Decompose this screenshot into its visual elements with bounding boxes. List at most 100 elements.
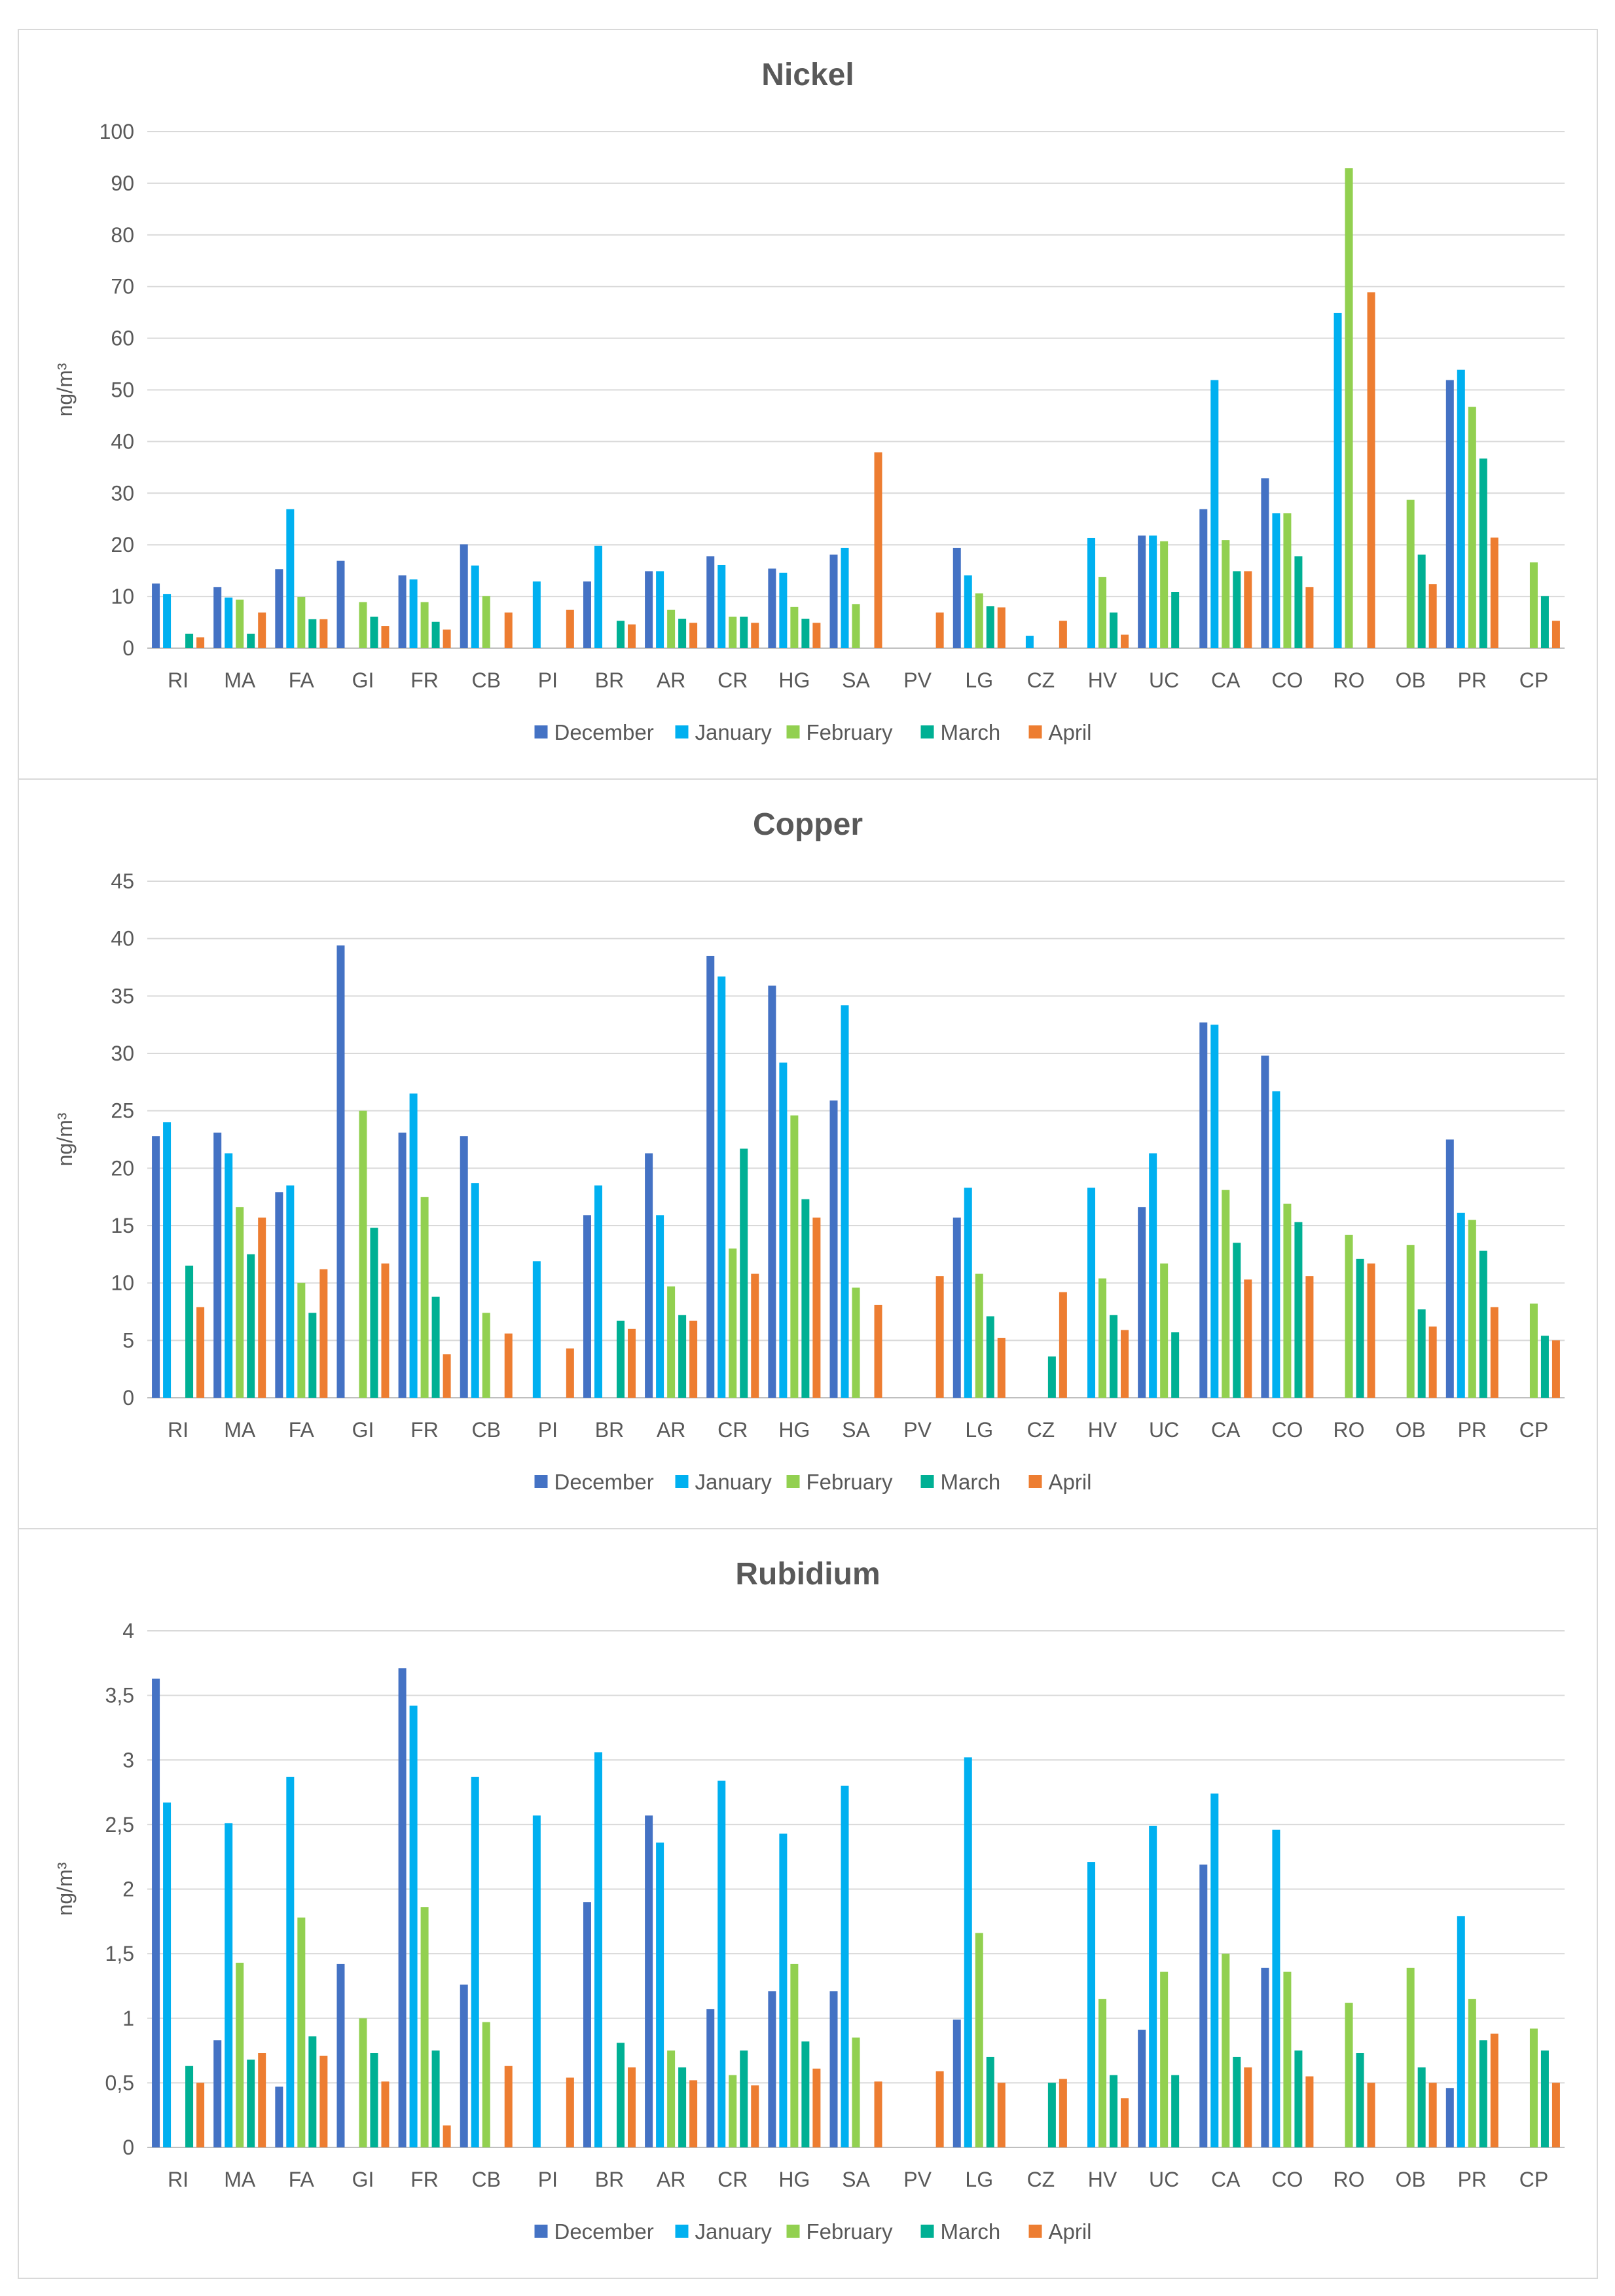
bar-december-ri — [152, 1136, 160, 1398]
bar-january-co — [1272, 1091, 1280, 1398]
bar-february-cp — [1529, 2028, 1538, 2147]
x-tick-label: AR — [657, 2168, 685, 2191]
bar-march-uc — [1171, 591, 1180, 648]
bar-april-hv — [1121, 1330, 1129, 1398]
bar-april-sa — [874, 2081, 882, 2147]
legend-swatch-january — [675, 2225, 689, 2238]
bar-april-ob — [1428, 584, 1437, 648]
legend-label-april: April — [1049, 2219, 1092, 2244]
bar-april-ro — [1367, 2083, 1375, 2147]
x-tick-label: LG — [965, 1418, 993, 1442]
x-tick-label: PI — [538, 2168, 558, 2191]
x-tick-label: RI — [168, 1418, 189, 1442]
bar-february-gi — [359, 2018, 367, 2147]
bar-february-ro — [1345, 168, 1353, 648]
bar-march-cr — [740, 1148, 748, 1398]
x-tick-label: CA — [1211, 668, 1241, 692]
bar-march-hg — [801, 619, 810, 648]
y-tick-label: 0 — [122, 1386, 134, 1410]
bar-december-fr — [398, 575, 407, 648]
bar-march-cp — [1540, 2050, 1549, 2147]
bar-january-hg — [779, 1833, 788, 2147]
bar-february-ro — [1345, 2003, 1353, 2147]
x-tick-label: CB — [471, 1418, 500, 1442]
legend-swatch-march — [920, 725, 934, 738]
y-tick-label: 10 — [111, 585, 134, 608]
x-tick-label: UC — [1149, 2168, 1179, 2191]
x-tick-label: FA — [289, 2168, 315, 2191]
bar-february-cr — [729, 616, 737, 648]
bar-february-cr — [729, 2075, 737, 2147]
x-tick-label: CZ — [1027, 2168, 1055, 2191]
x-tick-label: HV — [1088, 1418, 1117, 1442]
legend-label-february: February — [807, 1470, 894, 1494]
y-tick-label: 45 — [111, 869, 134, 893]
bar-april-co — [1305, 2076, 1314, 2147]
bar-december-ca — [1199, 509, 1208, 648]
bar-january-fr — [409, 1093, 418, 1398]
x-tick-label: PV — [903, 2168, 932, 2191]
bar-january-sa — [841, 1785, 849, 2147]
y-tick-label: 20 — [111, 533, 134, 556]
bar-february-hg — [790, 1115, 799, 1398]
bar-january-lg — [964, 1757, 972, 2147]
bar-march-ar — [678, 1315, 687, 1398]
bar-april-pv — [935, 2071, 944, 2147]
bar-january-uc — [1149, 1825, 1157, 2147]
bar-january-ca — [1210, 380, 1219, 648]
x-tick-label: CO — [1271, 1418, 1303, 1442]
bar-march-cz — [1047, 1356, 1056, 1398]
x-tick-label: CO — [1271, 668, 1303, 692]
legend-label-january: January — [695, 1470, 772, 1494]
legend: December January February March April — [534, 720, 1092, 744]
y-tick-label: 10 — [111, 1271, 134, 1295]
x-tick-label: BR — [595, 668, 624, 692]
bar-january-hv — [1087, 1188, 1096, 1398]
bar-march-hg — [801, 1199, 810, 1398]
bar-february-hv — [1098, 1999, 1107, 2147]
bar-february-ca — [1222, 1190, 1230, 1398]
bar-december-uc — [1138, 2030, 1146, 2147]
x-tick-label: CP — [1519, 2168, 1548, 2191]
legend-swatch-april — [1028, 1475, 1042, 1488]
bar-march-ar — [678, 619, 687, 648]
bar-january-fa — [286, 509, 295, 648]
bar-april-pr — [1490, 538, 1498, 648]
bar-april-ro — [1367, 1263, 1375, 1398]
bar-april-br — [627, 2067, 636, 2147]
bar-march-fr — [431, 2050, 440, 2147]
bar-december-lg — [953, 547, 961, 648]
bar-april-pi — [566, 2077, 574, 2147]
bar-february-ob — [1406, 500, 1415, 648]
y-tick-label: 50 — [111, 378, 134, 402]
bar-march-ri — [185, 1266, 194, 1398]
bar-january-br — [594, 1185, 602, 1398]
y-tick-label: 100 — [100, 120, 134, 143]
bar-december-fr — [398, 1668, 407, 2147]
chart-panel-copper: Copper 0 5 10 15 20 25 30 35 40 45 ng/m³ RI MA FA GI FR C… — [18, 778, 1598, 1529]
x-tick-label: CA — [1211, 1418, 1241, 1442]
bar-march-ca — [1233, 1243, 1241, 1398]
bar-december-co — [1261, 1055, 1269, 1398]
legend-swatch-january — [675, 1475, 689, 1488]
bar-march-lg — [986, 1316, 994, 1398]
bar-december-ri — [152, 583, 160, 648]
x-tick-label: SA — [842, 1418, 870, 1442]
legend-swatch-february — [786, 1475, 800, 1488]
bar-january-pi — [532, 1815, 541, 2147]
bar-january-pr — [1457, 1916, 1465, 2147]
bar-april-ar — [689, 1321, 698, 1398]
bar-december-ar — [645, 1153, 653, 1398]
y-tick-label: 40 — [111, 927, 134, 951]
bar-january-cz — [1025, 636, 1034, 648]
x-tick-label: BR — [595, 2168, 624, 2191]
bar-april-cb — [504, 1333, 513, 1398]
x-tick-label: OB — [1396, 1418, 1426, 1442]
y-tick-label: 70 — [111, 275, 134, 299]
bar-march-ob — [1417, 2067, 1426, 2147]
x-tick-label: UC — [1149, 668, 1179, 692]
bar-january-co — [1272, 1829, 1280, 2147]
x-tick-label: PV — [903, 1418, 932, 1442]
bar-march-ob — [1417, 555, 1426, 648]
x-tick-label: CO — [1271, 2168, 1303, 2191]
